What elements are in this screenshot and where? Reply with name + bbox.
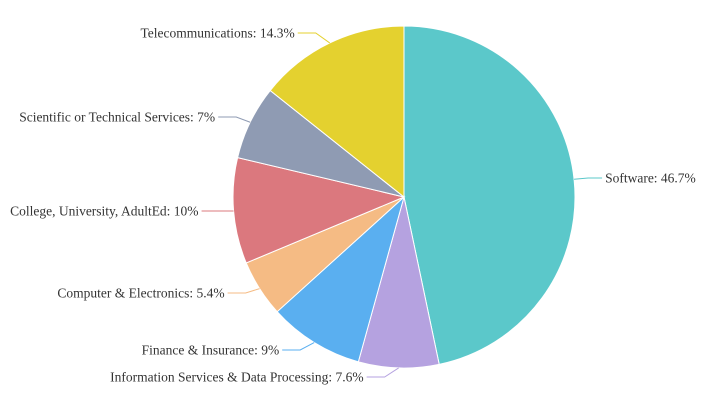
slice-label: College, University, AdultEd: 10%	[10, 204, 198, 219]
pie-slices	[232, 25, 576, 369]
leader-line	[218, 116, 251, 123]
slice-label: Software: 46.7%	[605, 171, 696, 186]
pie-slice-telecommunications	[269, 25, 405, 199]
leader-line	[366, 367, 399, 378]
slice-label: Information Services & Data Processing: …	[110, 370, 363, 385]
pie-slice-finance-insurance	[276, 195, 405, 363]
slice-label: Computer & Electronics: 5.4%	[57, 286, 224, 301]
label-leader-lines	[201, 32, 603, 378]
leader-line	[282, 342, 315, 351]
leader-line	[297, 32, 331, 44]
slice-label: Telecommunications: 14.3%	[140, 26, 294, 41]
pie-slice-software	[403, 25, 576, 365]
slice-labels: Software: 46.7% Information Services & Da…	[10, 26, 696, 385]
slice-label: Finance & Insurance: 9%	[142, 343, 280, 358]
leader-line	[574, 177, 603, 180]
leader-line	[227, 288, 260, 294]
slice-label: Scientific or Technical Services: 7%	[19, 110, 215, 125]
